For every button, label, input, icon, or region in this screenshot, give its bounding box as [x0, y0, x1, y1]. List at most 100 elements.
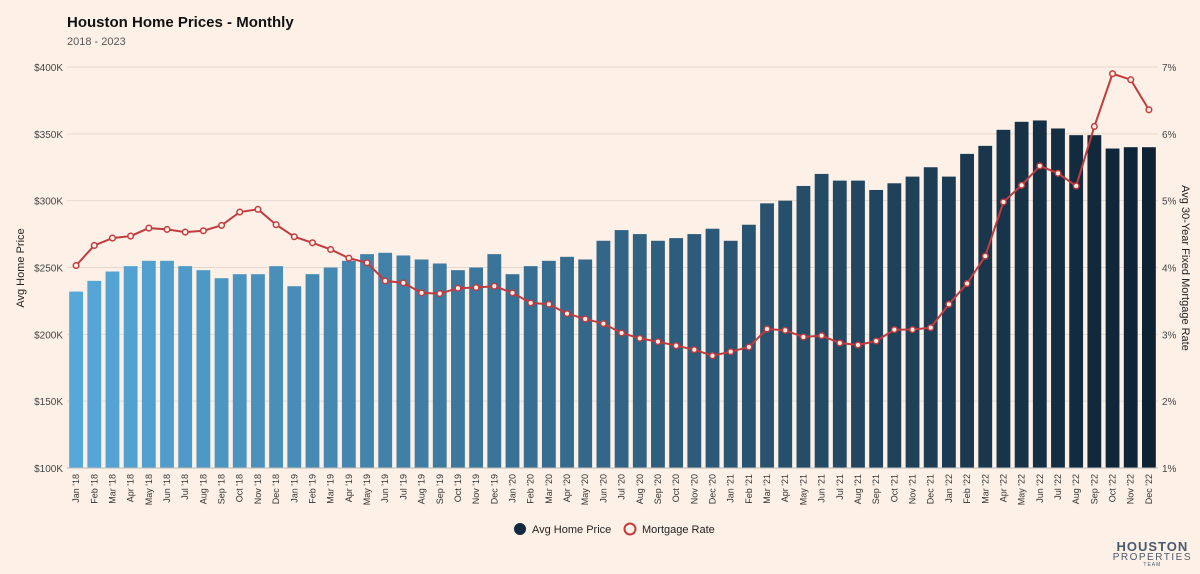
point-mortgage-rate [981, 252, 989, 260]
point-mortgage-rate [145, 224, 153, 232]
bar-avg-home-price [978, 145, 993, 468]
point-mortgage-rate [90, 241, 98, 249]
logo-line-1: HOUSTON [1116, 539, 1189, 554]
x-tick-label: Nov '22 [1126, 474, 1136, 504]
y-right-tick-label: 7% [1162, 63, 1177, 74]
bar-avg-home-price [432, 263, 447, 468]
bar-avg-home-price [141, 260, 156, 468]
x-tick-label: Sep '19 [435, 474, 445, 504]
point-mortgage-rate [581, 315, 589, 323]
x-tick-label: Mar '22 [980, 474, 990, 504]
bar-avg-home-price [651, 240, 665, 468]
x-tick-label: Aug '18 [198, 474, 208, 504]
bar-avg-home-price [632, 234, 647, 468]
x-tick-label: Jan '19 [289, 474, 299, 503]
x-tick-label: May '20 [580, 474, 590, 505]
x-tick-label: Nov '21 [908, 474, 918, 504]
point-mortgage-rate [963, 279, 971, 288]
x-tick-label: Feb '18 [89, 474, 99, 504]
point-mortgage-rate [490, 282, 498, 290]
bar-avg-home-price [341, 260, 356, 468]
point-mortgage-rate [708, 352, 717, 360]
point-mortgage-rate [1127, 76, 1135, 84]
axes: $100K $150K $200K $250K $300K $350K $400K 1% 2% 3… [34, 63, 1176, 505]
y-axis-left-title: Avg Home Price [15, 228, 27, 307]
point-mortgage-rate [799, 333, 807, 341]
point-mortgage-rate [218, 221, 226, 229]
x-tick-label: Sep '21 [871, 474, 881, 504]
point-mortgage-rate [163, 225, 171, 233]
point-mortgage-rate [254, 205, 262, 213]
legend-label-mortgage-rate: Mortgage Rate [642, 524, 715, 536]
point-mortgage-rate [1018, 181, 1026, 189]
x-tick-label: Apr '18 [126, 474, 136, 502]
x-tick-label: Feb '19 [307, 474, 317, 504]
bar-series [69, 120, 1156, 469]
x-tick-label: Nov '18 [253, 474, 263, 504]
x-tick-label: Sep '18 [217, 474, 227, 504]
chart-title: Houston Home Prices - Monthly [67, 14, 294, 31]
bar-avg-home-price [487, 254, 502, 468]
bar-avg-home-price [123, 266, 138, 468]
bar-avg-home-price [1141, 147, 1156, 468]
x-tick-label: Apr '19 [344, 474, 354, 502]
x-tick-label: Oct '21 [889, 474, 899, 502]
x-tick-label: Jul '19 [398, 474, 408, 500]
bar-avg-home-price [451, 270, 465, 468]
bar-avg-home-price [905, 176, 920, 468]
x-tick-label: Jun '19 [380, 474, 390, 503]
x-tick-label: Nov '19 [471, 474, 481, 504]
point-mortgage-rate [308, 239, 317, 247]
point-mortgage-rate [527, 299, 535, 307]
point-mortgage-rate [545, 300, 553, 308]
bar-avg-home-price [378, 252, 393, 468]
bar-avg-home-price [1069, 135, 1084, 469]
x-tick-label: Jul '21 [835, 474, 845, 500]
bar-avg-home-price [1032, 120, 1047, 468]
y-left-tick-label: $200K [34, 330, 63, 341]
point-mortgage-rate [1108, 70, 1117, 78]
grid-lines [67, 66, 1158, 469]
x-tick-label: May '22 [1017, 474, 1027, 505]
x-tick-label: Dec '19 [489, 474, 499, 504]
point-mortgage-rate [872, 337, 880, 345]
point-mortgage-rate [999, 198, 1007, 206]
bar-avg-home-price [523, 266, 538, 468]
point-mortgage-rate [381, 277, 389, 285]
bar-avg-home-price [396, 255, 411, 468]
point-mortgage-rate [854, 341, 862, 349]
legend-swatch-mortgage-rate [623, 522, 637, 536]
x-tick-label: Aug '19 [417, 474, 427, 504]
point-mortgage-rate [1090, 122, 1098, 131]
x-tick-label: Mar '19 [326, 474, 336, 504]
x-tick-label: Apr '21 [780, 474, 790, 502]
point-mortgage-rate [127, 232, 135, 240]
legend-swatch-avg-home-price [514, 523, 526, 535]
bar-avg-home-price [323, 267, 338, 468]
bar-avg-home-price [251, 274, 265, 468]
bar-avg-home-price [814, 173, 829, 468]
point-mortgage-rate [363, 259, 371, 267]
x-tick-label: Jan '21 [726, 474, 736, 503]
point-mortgage-rate [1054, 169, 1062, 177]
y-right-tick-label: 5% [1162, 197, 1177, 208]
point-mortgage-rate [1072, 182, 1080, 190]
bar-avg-home-price [87, 280, 102, 468]
bar-avg-home-price [178, 266, 193, 468]
x-tick-label: Aug '22 [1071, 474, 1081, 504]
x-tick-label: Oct '19 [453, 474, 463, 502]
bar-avg-home-price [305, 274, 320, 468]
bar-avg-home-price [1105, 148, 1120, 468]
point-mortgage-rate [345, 254, 353, 262]
x-tick-label: Feb '22 [962, 474, 972, 504]
bar-avg-home-price [1014, 121, 1029, 468]
legend-label-avg-home-price: Avg Home Price [532, 524, 611, 536]
point-mortgage-rate [945, 300, 953, 308]
x-tick-label: Oct '18 [235, 474, 245, 502]
bar-avg-home-price [887, 183, 902, 469]
point-mortgage-rate [108, 234, 117, 242]
bar-avg-home-price [196, 270, 211, 468]
bar-avg-home-price [214, 278, 229, 468]
bar-avg-home-price [614, 230, 629, 468]
